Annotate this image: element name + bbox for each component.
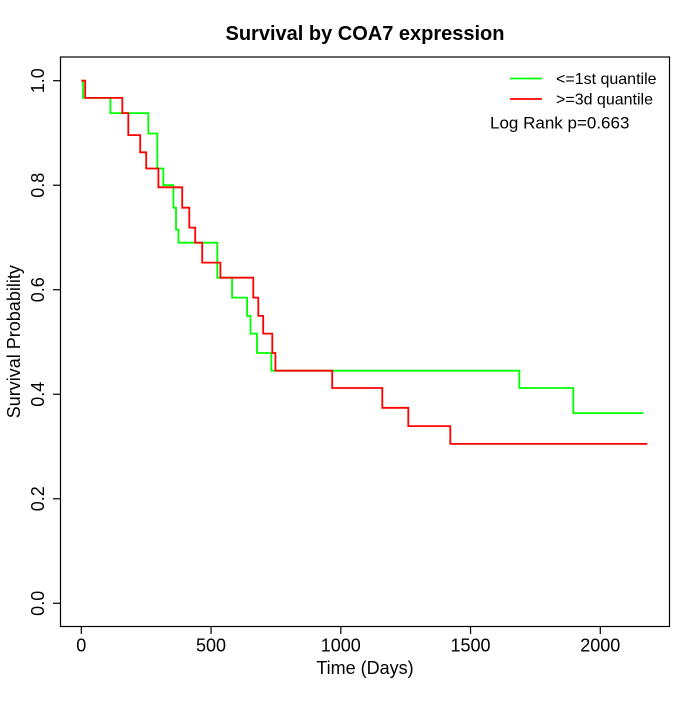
y-tick-label: 1.0 [28,68,48,93]
x-tick-label: 1500 [451,636,491,656]
y-tick-label: 0.6 [28,277,48,302]
x-tick-label: 500 [196,636,226,656]
y-tick-label: 0.2 [28,486,48,511]
x-axis-label: Time (Days) [316,658,413,678]
y-tick-label: 0.8 [28,173,48,198]
logrank-annotation: Log Rank p=0.663 [490,114,629,133]
km-curve-third-quantile [81,79,648,445]
x-tick-label: 0 [76,636,86,656]
plot-title: Survival by COA7 expression [225,23,504,45]
legend-label-third-quantile: >=3d quantile [556,92,653,109]
y-axis: 0.0 0.2 0.4 0.6 0.8 1.0 [28,68,61,616]
y-axis-label: Survival Probability [4,265,24,418]
legend: <=1st quantile >=3d quantile Log Rank p=… [490,71,657,133]
x-tick-label: 1000 [321,636,361,656]
y-tick-label: 0.4 [28,382,48,407]
plot-box [59,56,671,628]
x-tick-label: 2000 [580,636,620,656]
survival-curves [81,79,648,445]
x-axis: 0 500 1000 1500 2000 [76,626,620,656]
legend-label-first-quantile: <=1st quantile [556,71,657,88]
y-tick-label: 0.0 [28,591,48,616]
